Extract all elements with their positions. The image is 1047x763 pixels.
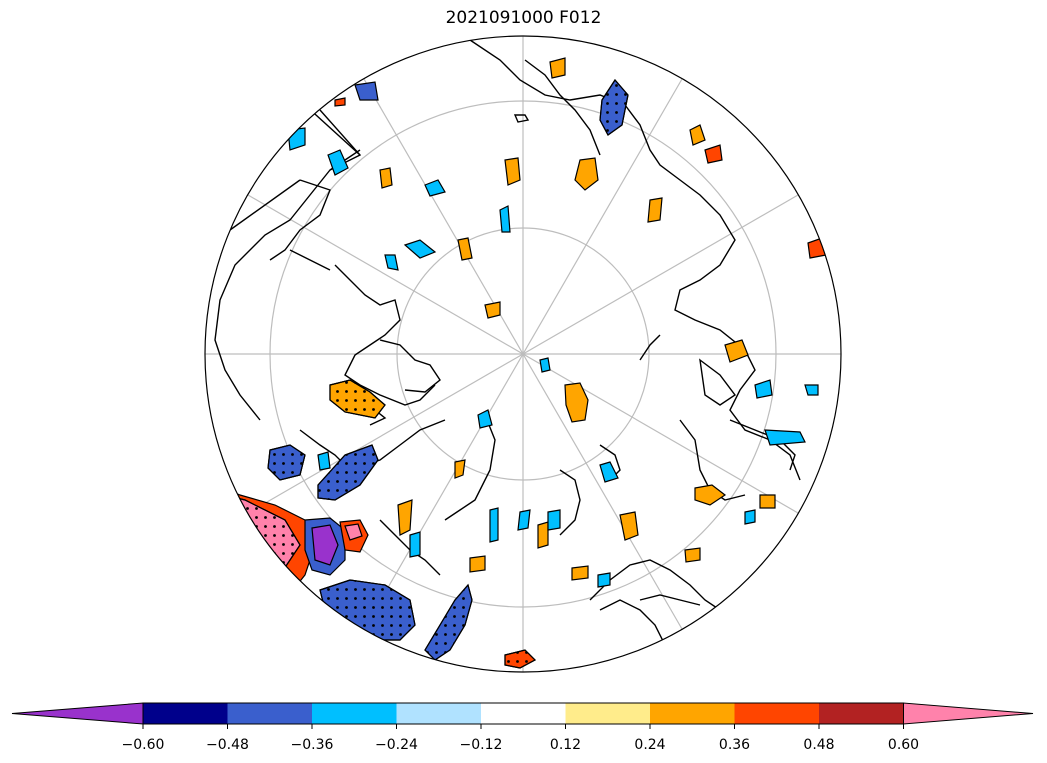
colorbar-cell	[650, 703, 735, 724]
colorbar-tick-label: 0.48	[803, 737, 834, 753]
colorbar-cell	[565, 703, 650, 724]
colorbar-tick-label: 0.12	[550, 737, 581, 753]
plot-title: 2021091000 F012	[445, 8, 602, 28]
colorbar-cell	[734, 703, 819, 724]
colorbar-tick-label: 0.24	[634, 737, 665, 753]
colorbar-tick-label: −0.36	[291, 737, 334, 753]
colorbar-cell	[227, 703, 312, 724]
colorbar-tick-label: −0.48	[206, 737, 249, 753]
colorbar-extend-low	[11, 702, 144, 725]
colorbar-tick-label: −0.60	[122, 737, 165, 753]
colorbar-tick-label: 0.60	[888, 737, 919, 753]
colorbar-cell	[143, 703, 228, 724]
colorbar-cell	[481, 703, 566, 724]
colorbar-extend-high	[903, 702, 1034, 725]
colorbar-cell	[312, 703, 397, 724]
colorbar-frame	[142, 702, 904, 725]
map-boundary	[204, 35, 842, 673]
colorbar-cell	[819, 703, 904, 724]
colorbar-cell	[396, 703, 481, 724]
colorbar-tick-label: −0.24	[375, 737, 418, 753]
colorbar-tick-label: 0.36	[719, 737, 750, 753]
polar-map	[204, 35, 842, 673]
colorbar-tick-label: −0.12	[460, 737, 503, 753]
